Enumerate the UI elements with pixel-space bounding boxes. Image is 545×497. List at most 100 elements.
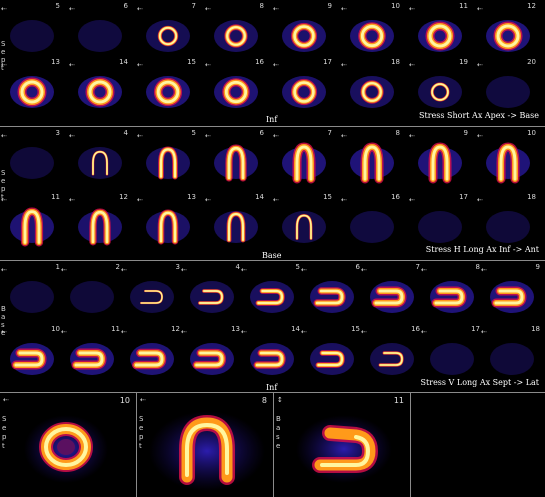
- slice-number: 12: [171, 325, 180, 333]
- arrow-icon: ⇠: [273, 196, 279, 204]
- slice-image: [418, 211, 462, 243]
- panel3-bottom-label: Inf: [266, 383, 278, 392]
- panel1-row-1: ⇠ 5 ⇠ 6 ⇠ 7 ⇠ 8 ⇠ 9 ⇠ 10 ⇠ 11 ⇠ 12: [0, 2, 545, 58]
- slice-image: [10, 343, 54, 375]
- slice-cell: ⇠ 3: [0, 129, 66, 185]
- enlarged-horseshoe-image: [149, 411, 265, 491]
- slice-number: 14: [255, 193, 264, 201]
- slice-image: [10, 147, 54, 179]
- slice-image: [130, 281, 174, 313]
- arrow-icon: ⇠: [273, 61, 279, 69]
- slice-image: [190, 281, 234, 313]
- arrow-icon: ⇠: [421, 328, 427, 336]
- slice-cell: ⇠ 19: [406, 58, 474, 114]
- slice-image: [130, 343, 174, 375]
- slice-image: [350, 76, 394, 108]
- slice-cell: ⇠ 13: [134, 193, 202, 249]
- arrow-icon: ⇠: [205, 196, 211, 204]
- arrow-icon: ⇠: [1, 266, 7, 274]
- slice-image: [78, 76, 122, 108]
- slice-number: 11: [111, 325, 120, 333]
- slice-image: [78, 20, 122, 52]
- slice-image: [418, 76, 462, 108]
- slice-cell: ⇠ 12: [474, 2, 542, 58]
- enlarged-ring-image: [24, 415, 108, 483]
- slice-cell: ⇠ 17: [406, 193, 474, 249]
- panel3-row-2: ⇠ 10 ⇠ 11 ⇠ 12 ⇠ 13 ⇠ 14 ⇠ 15 ⇠ 16 ⇠ 17 ⇠ 18: [0, 325, 545, 381]
- slice-cell: ⇠ 6: [66, 2, 134, 58]
- slice-number: 20: [527, 58, 536, 66]
- slice-cell: ⇠ 10: [0, 325, 66, 381]
- slice-number: 8: [259, 2, 264, 10]
- slice-number: 10: [391, 2, 400, 10]
- slice-cell: ⇠ 14: [202, 193, 270, 249]
- arrow-icon: ⇠: [481, 328, 487, 336]
- slice-cell: ⇠ 7: [270, 129, 338, 185]
- slice-image: [10, 207, 54, 247]
- enlarged-c-shape-image: [296, 415, 392, 483]
- slice-cell: ⇠ 5: [134, 129, 202, 185]
- slice-number: 9: [535, 263, 540, 271]
- arrow-icon: ⇠: [361, 266, 367, 274]
- slice-image: [146, 20, 190, 52]
- slice-cell: ⇠ 11: [406, 2, 474, 58]
- slice-cell: ⇠ 16: [338, 193, 406, 249]
- slice-number: 19: [459, 58, 468, 66]
- slice-cell: ⇠ 1: [0, 263, 66, 319]
- slice-cell: ⇠ 18: [474, 193, 542, 249]
- slice-image: [310, 343, 354, 375]
- slice-image: [418, 20, 462, 52]
- slice-cell: ⇠ 13: [178, 325, 246, 381]
- slice-image: [250, 343, 294, 375]
- arrow-icon: ⇠: [61, 266, 67, 274]
- slice-cell: ⇠ 20: [474, 58, 542, 114]
- slice-image: [486, 76, 530, 108]
- slice-cell: ⇠ 9: [478, 263, 545, 319]
- slice-image: [430, 281, 474, 313]
- slice-image: [430, 343, 474, 375]
- slice-cell: ⇠ 7: [358, 263, 426, 319]
- slice-number: 7: [191, 2, 196, 10]
- arrow-icon: ⇠: [205, 5, 211, 13]
- slice-cell: ⇠ 15: [298, 325, 366, 381]
- slice-cell: ⇠ 6: [298, 263, 366, 319]
- arrow-icon: ⇠: [3, 396, 9, 404]
- panel2-bottom-label: Base: [262, 251, 282, 260]
- slice-cell: ⇠ 9: [270, 2, 338, 58]
- slice-number: 14: [291, 325, 300, 333]
- slice-image: [418, 142, 462, 184]
- arrow-icon: ↕: [277, 396, 283, 404]
- slice-number: 4: [235, 263, 240, 271]
- arrow-icon: ⇠: [409, 5, 415, 13]
- slice-cell: ⇠ 9: [406, 129, 474, 185]
- arrow-icon: ⇠: [1, 132, 7, 140]
- slice-image: [350, 142, 394, 184]
- slice-image: [190, 343, 234, 375]
- slice-cell: ⇠ 5: [238, 263, 306, 319]
- slice-cell: ⇠ 14: [66, 58, 134, 114]
- slice-image: [146, 209, 190, 245]
- slice-image: [10, 76, 54, 108]
- slice-number: 13: [51, 58, 60, 66]
- panel2-row-1: ⇠ 3 ⇠ 4 ⇠ 5 ⇠ 6 ⇠ 7 ⇠ 8 ⇠ 9 ⇠ 10: [0, 129, 545, 185]
- slice-number: 17: [459, 193, 468, 201]
- slice-image: [78, 147, 122, 179]
- arrow-icon: ⇠: [121, 266, 127, 274]
- slice-cell: ⇠ 12: [118, 325, 186, 381]
- slice-number: 14: [119, 58, 128, 66]
- slice-image: [282, 76, 326, 108]
- slice-number: 4: [123, 129, 128, 137]
- slice-cell: ⇠ 8: [338, 129, 406, 185]
- panel2-row-2: ⇠ 11 ⇠ 12 ⇠ 13 ⇠ 14 ⇠ 15 ⇠ 16 ⇠ 17 ⇠ 18: [0, 193, 545, 249]
- arrow-icon: ⇠: [301, 266, 307, 274]
- slice-image: [214, 20, 258, 52]
- slice-cell: ⇠ 6: [202, 129, 270, 185]
- slice-number: 1: [55, 263, 60, 271]
- arrow-icon: ⇠: [341, 61, 347, 69]
- slice-number: 3: [55, 129, 60, 137]
- slice-cell: ⇠ 5: [0, 2, 66, 58]
- arrow-icon: ⇠: [409, 132, 415, 140]
- arrow-icon: ⇠: [477, 132, 483, 140]
